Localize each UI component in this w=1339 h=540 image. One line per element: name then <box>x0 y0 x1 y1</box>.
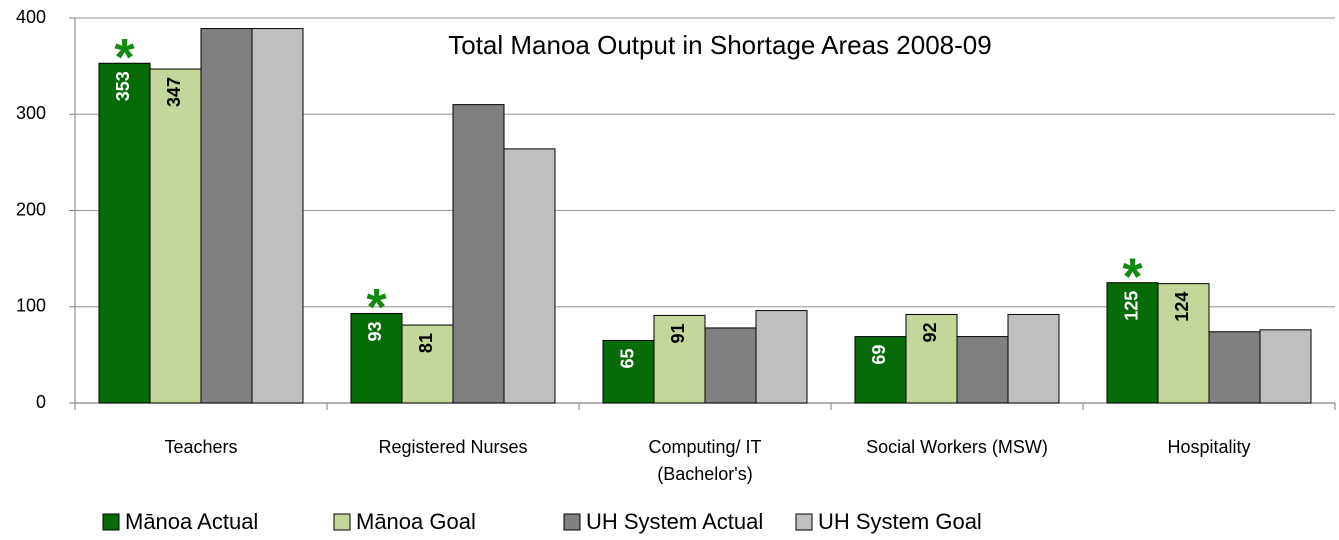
x-tick-label: Registered Nurses <box>378 437 528 457</box>
data-label: 125 <box>1121 291 1141 321</box>
data-label: 93 <box>365 321 385 341</box>
bar <box>251 28 304 404</box>
bar <box>503 148 556 404</box>
bar <box>956 336 1009 404</box>
chart-title: Total Manoa Output in Shortage Areas 200… <box>448 30 991 60</box>
bar <box>98 62 151 404</box>
x-tick-label: Teachers <box>164 437 238 457</box>
data-label: 353 <box>113 71 133 101</box>
asterisk-marker: * <box>114 29 135 87</box>
asterisk-marker: * <box>366 279 387 337</box>
data-label: 65 <box>617 348 637 368</box>
x-tick-label: Computing/ IT (Bachelor's) <box>648 437 762 484</box>
y-tick-label: 200 <box>16 199 46 219</box>
bar <box>704 327 757 404</box>
legend-swatch <box>563 513 581 531</box>
x-tick-label: Social Workers (MSW) <box>866 437 1048 457</box>
bar <box>1007 313 1060 404</box>
data-label: 92 <box>920 322 940 342</box>
legend-label: Mānoa Actual <box>125 509 258 534</box>
bar <box>905 313 958 404</box>
data-label: 347 <box>164 77 184 107</box>
legend-label: UH System Actual <box>586 509 763 534</box>
legend-swatch <box>102 513 120 531</box>
bar <box>350 312 403 404</box>
data-label: 69 <box>869 345 889 365</box>
y-tick-label: 0 <box>36 392 46 412</box>
asterisk-marker: * <box>1122 248 1143 306</box>
bar <box>452 104 505 404</box>
legend-swatch <box>333 513 351 531</box>
bar <box>1259 329 1312 404</box>
bar <box>1208 331 1261 404</box>
legend-label: UH System Goal <box>818 509 982 534</box>
bar <box>200 28 253 404</box>
bar <box>1106 282 1159 404</box>
bar <box>1157 283 1210 404</box>
x-tick-label: Hospitality <box>1167 437 1251 457</box>
bar <box>653 314 706 404</box>
y-tick-label: 300 <box>16 103 46 123</box>
data-label: 81 <box>416 333 436 353</box>
data-label: 91 <box>668 323 688 343</box>
legend-label: Mānoa Goal <box>356 509 476 534</box>
bar <box>149 68 202 404</box>
bar <box>401 324 454 404</box>
y-tick-label: 400 <box>16 7 46 27</box>
bar <box>602 339 655 404</box>
y-tick-label: 100 <box>16 296 46 316</box>
bar <box>755 310 808 404</box>
legend-swatch <box>795 513 813 531</box>
data-label: 124 <box>1172 292 1192 322</box>
bar <box>854 336 907 404</box>
